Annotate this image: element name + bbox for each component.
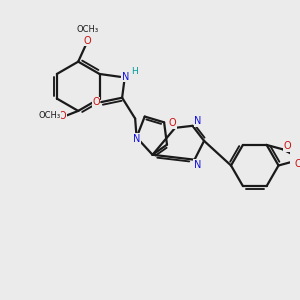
Text: H: H [131, 67, 138, 76]
Text: O: O [58, 111, 66, 121]
Text: O: O [92, 97, 100, 107]
Text: O: O [283, 141, 291, 152]
Text: O: O [168, 118, 176, 128]
Text: O: O [83, 35, 91, 46]
Text: OCH₃: OCH₃ [38, 111, 60, 120]
Text: N: N [194, 160, 201, 170]
Text: N: N [194, 116, 201, 127]
Text: N: N [122, 72, 129, 82]
Text: N: N [133, 134, 140, 144]
Text: O: O [295, 159, 300, 169]
Text: OCH₃: OCH₃ [76, 25, 98, 34]
